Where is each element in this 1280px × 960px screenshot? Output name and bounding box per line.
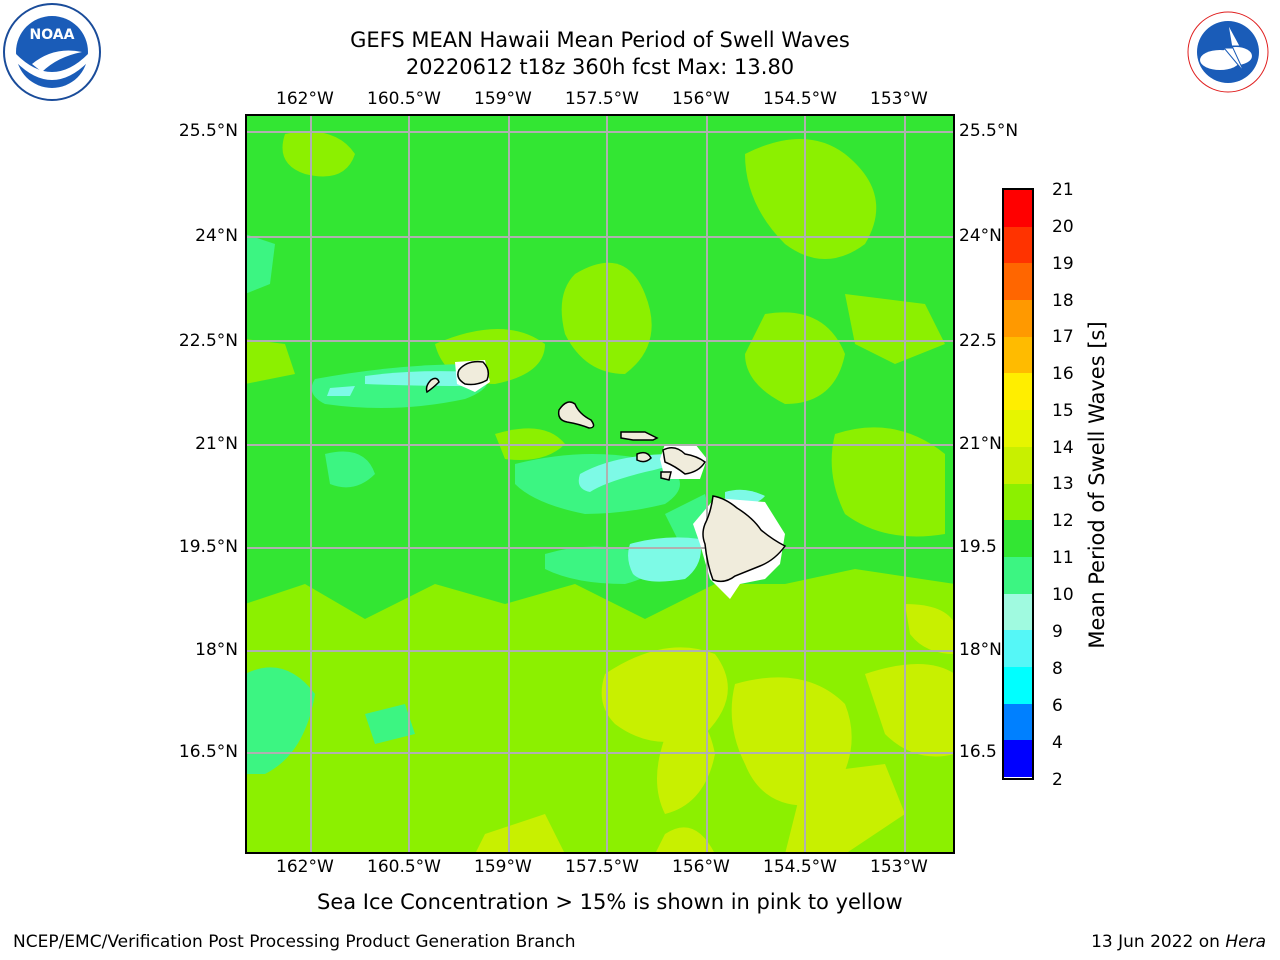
footer-date: 13 Jun 2022 on [1091, 932, 1226, 952]
lon-label-top: 160.5°W [367, 89, 441, 109]
island-kahoolawe [660, 471, 672, 481]
map-title-line2: 20220612 t18z 360h fcst Max: 13.80 [405, 55, 795, 79]
hawaiian-islands [425, 360, 787, 583]
colorbar-tick: 11 [1052, 548, 1074, 568]
colorbar-tick: 8 [1052, 659, 1063, 679]
colorbar-tick: 9 [1052, 622, 1063, 642]
colorbar-tick: 2 [1052, 770, 1063, 790]
lat-label-right: 22.5 [959, 331, 997, 351]
lat-label-left: 25.5°N [178, 121, 238, 141]
colorbar-tick: 15 [1052, 401, 1074, 421]
colorbar-tick: 17 [1052, 327, 1074, 347]
lat-label-right: 24°N [959, 226, 1002, 246]
colorbar-segment [1004, 190, 1032, 227]
lat-label-left: 18°N [195, 640, 238, 660]
lon-label-bottom: 162°W [276, 857, 334, 877]
colorbar-segment [1004, 226, 1032, 264]
colorbar-tick: 4 [1052, 733, 1063, 753]
lon-label-bottom: 156°W [672, 857, 730, 877]
colorbar-segment [1004, 263, 1032, 301]
colorbar-tick: 13 [1052, 474, 1074, 494]
lon-label-bottom: 153°W [870, 857, 928, 877]
colorbar-segment [1004, 520, 1032, 557]
lon-label-top: 154.5°W [763, 89, 837, 109]
colorbar-segment [1004, 666, 1032, 704]
colorbar-segment [1004, 336, 1032, 374]
map-title-line1: GEFS MEAN Hawaii Mean Period of Swell Wa… [350, 28, 850, 52]
island-lanai [636, 451, 652, 463]
lon-label-top: 153°W [870, 89, 928, 109]
lat-label-right: 25.5°N [959, 121, 1019, 141]
lat-label-right: 19.5 [959, 537, 997, 557]
noaa-logo: NOAA [2, 2, 102, 102]
map-frame [245, 114, 955, 854]
colorbar-segment [1004, 446, 1032, 484]
colorbar-tick: 19 [1052, 254, 1074, 274]
island-hawaii [702, 495, 787, 583]
island-molokai [620, 431, 659, 441]
lon-label-bottom: 154.5°W [763, 857, 837, 877]
lat-label-right: 21°N [959, 434, 1002, 454]
lon-label-bottom: 159°W [474, 857, 532, 877]
colorbar-tick: 21 [1052, 180, 1074, 200]
colorbar-segment [1004, 556, 1032, 594]
nws-logo [1178, 2, 1278, 102]
colorbar-segment [1004, 630, 1032, 667]
colorbar-tick: 14 [1052, 438, 1074, 458]
colorbar-segment [1004, 373, 1032, 411]
colorbar-segment [1004, 593, 1032, 631]
lat-label-right: 18°N [959, 640, 1002, 660]
island-niihau [425, 377, 440, 394]
colorbar-tick: 10 [1052, 585, 1074, 605]
lon-label-bottom: 160.5°W [367, 857, 441, 877]
lon-label-top: 159°W [474, 89, 532, 109]
colorbar-tick: 16 [1052, 364, 1074, 384]
lat-label-left: 22.5°N [178, 331, 238, 351]
field-band-13-14 [475, 604, 955, 854]
svg-text:NOAA: NOAA [30, 27, 75, 43]
lat-label-left: 24°N [195, 226, 238, 246]
lat-label-left: 21°N [195, 434, 238, 454]
lon-label-top: 162°W [276, 89, 334, 109]
colorbar-tick: 6 [1052, 696, 1063, 716]
colorbar-segment [1004, 300, 1032, 337]
lat-label-right: 16.5 [959, 742, 997, 762]
lon-label-top: 157.5°W [565, 89, 639, 109]
colorbar-tick: 18 [1052, 291, 1074, 311]
swell-period-map [245, 114, 955, 854]
colorbar-segment [1004, 483, 1032, 521]
island-maui [662, 447, 706, 475]
colorbar-segment [1004, 703, 1032, 741]
colorbar [1002, 188, 1034, 780]
footer-right: 13 Jun 2022 on Hera [1091, 932, 1266, 952]
island-kauai [457, 360, 490, 386]
footer-left: NCEP/EMC/Verification Post Processing Pr… [13, 932, 576, 952]
graticule [245, 114, 955, 854]
colorbar-segment [1004, 410, 1032, 447]
island-oahu [557, 401, 595, 429]
colorbar-label-text: Mean Period of Swell Waves [s] [1085, 321, 1109, 649]
lat-label-left: 19.5°N [178, 537, 238, 557]
footer-host: Hera [1225, 932, 1266, 952]
colorbar-tick: 20 [1052, 217, 1074, 237]
lon-label-top: 156°W [672, 89, 730, 109]
sea-ice-caption: Sea Ice Concentration > 15% is shown in … [317, 890, 903, 914]
lat-label-left: 16.5°N [178, 742, 238, 762]
colorbar-tick: 12 [1052, 511, 1074, 531]
colorbar-segment [1004, 740, 1032, 777]
lon-label-bottom: 157.5°W [565, 857, 639, 877]
